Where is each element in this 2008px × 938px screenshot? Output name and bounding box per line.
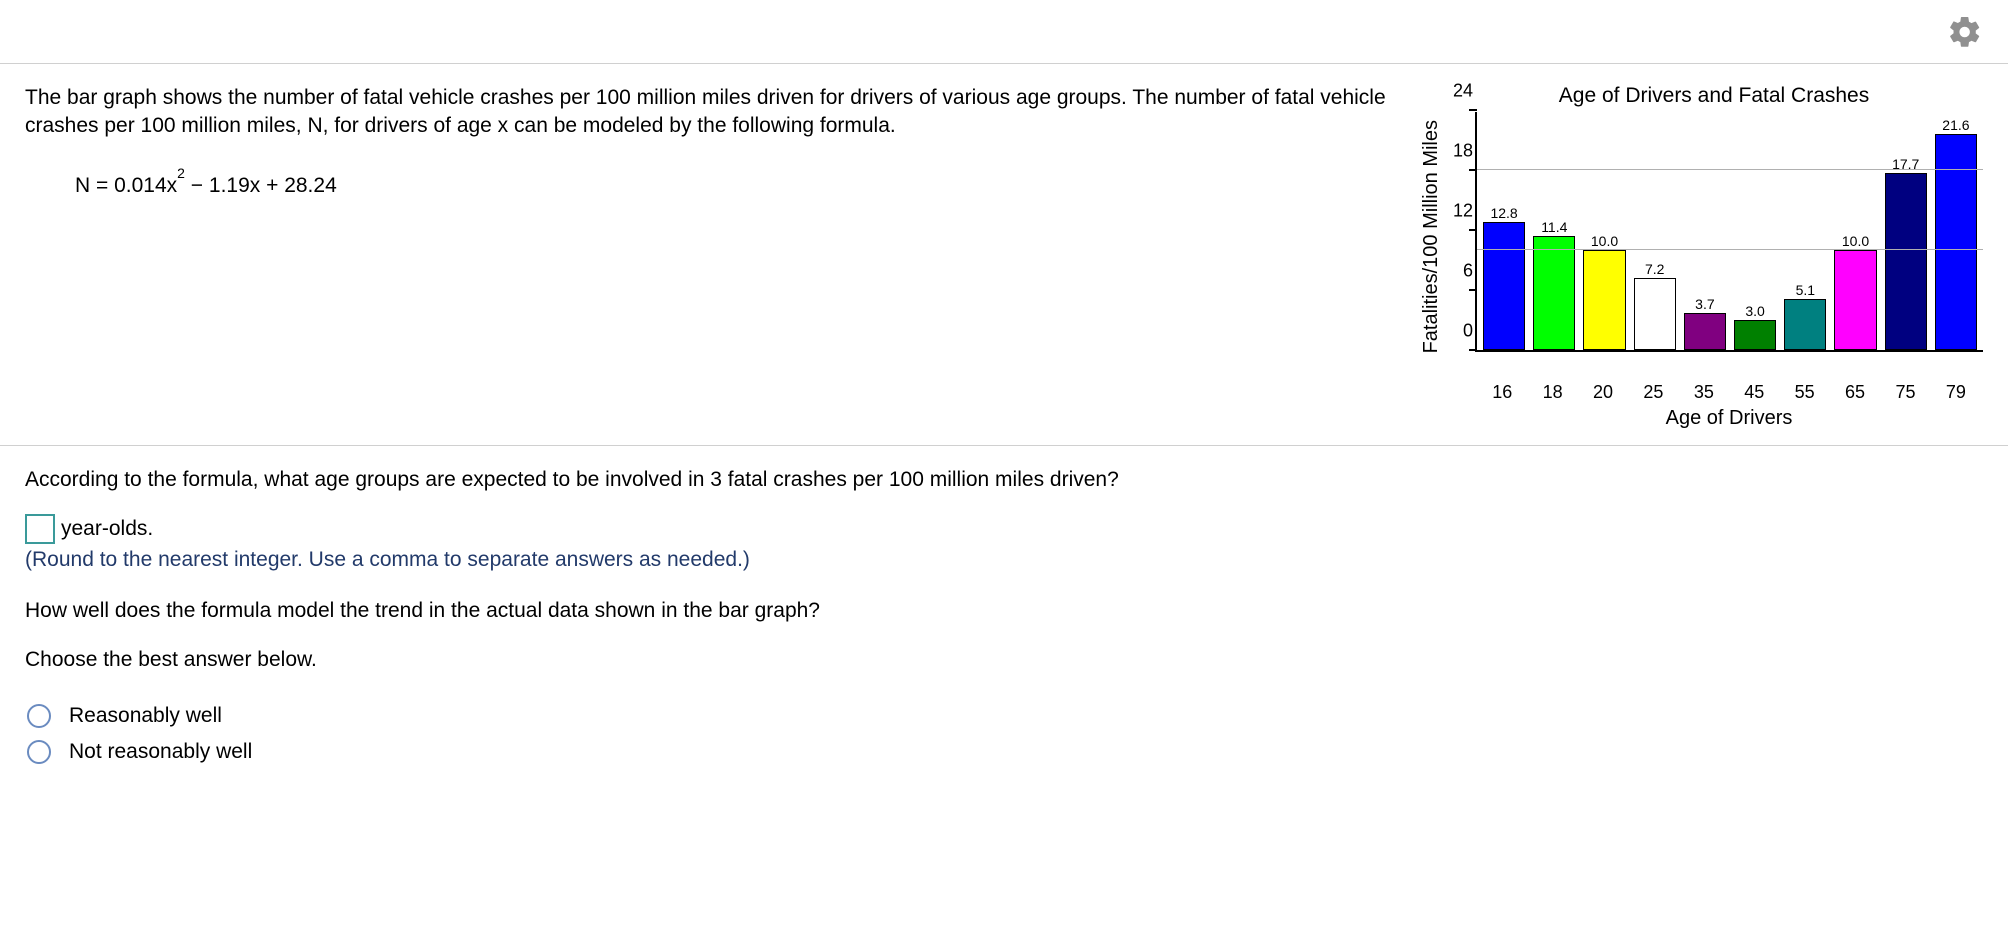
questions-section: According to the formula, what age group… <box>0 446 2008 796</box>
option-a-row[interactable]: Reasonably well <box>27 704 1983 728</box>
chart-region: Fatalities/100 Million Miles Age of Driv… <box>1418 84 1983 430</box>
option-b-label: Not reasonably well <box>69 740 252 764</box>
bar <box>1885 173 1927 350</box>
bar-value-label: 10.0 <box>1842 234 1869 248</box>
bar-slot: 17.7 <box>1885 157 1927 350</box>
bar-slot: 21.6 <box>1935 118 1977 350</box>
problem-text-column: The bar graph shows the number of fatal … <box>25 84 1388 430</box>
plot-area: 12.8 11.4 10.0 7.2 3.7 3.0 5.1 10.0 17.7 21.6 <box>1475 112 1983 352</box>
bar-value-label: 7.2 <box>1645 262 1664 276</box>
grid-line <box>1477 169 1983 170</box>
bar-slot: 10.0 <box>1834 234 1876 350</box>
ytick-label: 24 <box>1453 81 1473 102</box>
bar <box>1834 250 1876 350</box>
xtick-label: 79 <box>1935 382 1977 403</box>
bar-value-label: 3.7 <box>1695 297 1714 311</box>
bar-slot: 11.4 <box>1533 220 1575 350</box>
bar-slot: 10.0 <box>1583 234 1625 350</box>
bar <box>1684 313 1726 350</box>
problem-intro: The bar graph shows the number of fatal … <box>25 84 1388 141</box>
bar-slot: 3.0 <box>1734 304 1776 350</box>
bar <box>1734 320 1776 350</box>
bar <box>1935 134 1977 350</box>
answer-hint: (Round to the nearest integer. Use a com… <box>25 548 1983 572</box>
bar <box>1583 250 1625 350</box>
question-1: According to the formula, what age group… <box>25 466 1983 494</box>
ytick-label: 6 <box>1463 261 1473 282</box>
bar <box>1784 299 1826 350</box>
ytick-label: 18 <box>1453 141 1473 162</box>
xtick-label: 20 <box>1582 382 1624 403</box>
ytick-label: 12 <box>1453 201 1473 222</box>
question-2: How well does the formula model the tren… <box>25 597 1983 625</box>
x-ticks: 16 18 20 25 35 45 55 65 75 79 <box>1475 382 1983 403</box>
top-bar <box>0 0 2008 64</box>
bar-value-label: 11.4 <box>1541 220 1567 234</box>
choose-prompt: Choose the best answer below. <box>25 646 1983 674</box>
chart-title: Age of Drivers and Fatal Crashes <box>1445 84 1983 108</box>
xtick-label: 18 <box>1531 382 1573 403</box>
x-axis-label: Age of Drivers <box>1445 407 1983 430</box>
bar-slot: 12.8 <box>1483 206 1525 350</box>
xtick-label: 25 <box>1632 382 1674 403</box>
xtick-label: 75 <box>1884 382 1926 403</box>
bar-slot: 7.2 <box>1634 262 1676 350</box>
xtick-label: 16 <box>1481 382 1523 403</box>
bar <box>1533 236 1575 350</box>
xtick-label: 65 <box>1834 382 1876 403</box>
answer-input[interactable] <box>25 514 55 544</box>
option-a-label: Reasonably well <box>69 704 222 728</box>
xtick-label: 35 <box>1683 382 1725 403</box>
bar-value-label: 5.1 <box>1796 283 1815 297</box>
y-ticks: 06121824 <box>1445 112 1475 352</box>
bars-row: 12.8 11.4 10.0 7.2 3.7 3.0 5.1 10.0 17.7 21.6 <box>1483 110 1977 350</box>
bar-value-label: 12.8 <box>1490 206 1517 220</box>
radio-a[interactable] <box>27 704 51 728</box>
formula: N = 0.014x2 − 1.19x + 28.24 <box>75 171 1388 198</box>
radio-b[interactable] <box>27 740 51 764</box>
bar-slot: 5.1 <box>1784 283 1826 350</box>
grid-line <box>1477 249 1983 250</box>
bar-slot: 3.7 <box>1684 297 1726 350</box>
gear-icon[interactable] <box>1947 14 1983 50</box>
problem-section: The bar graph shows the number of fatal … <box>0 64 2008 446</box>
xtick-label: 45 <box>1733 382 1775 403</box>
xtick-label: 55 <box>1783 382 1825 403</box>
y-axis-label: Fatalities/100 Million Miles <box>1418 120 1445 353</box>
option-b-row[interactable]: Not reasonably well <box>27 740 1983 764</box>
bar-value-label: 3.0 <box>1745 304 1764 318</box>
ytick-label: 0 <box>1463 321 1473 342</box>
bar-value-label: 21.6 <box>1942 118 1969 132</box>
bar-value-label: 10.0 <box>1591 234 1618 248</box>
bar <box>1634 278 1676 350</box>
answer-suffix: year-olds. <box>61 517 153 541</box>
bar <box>1483 222 1525 350</box>
